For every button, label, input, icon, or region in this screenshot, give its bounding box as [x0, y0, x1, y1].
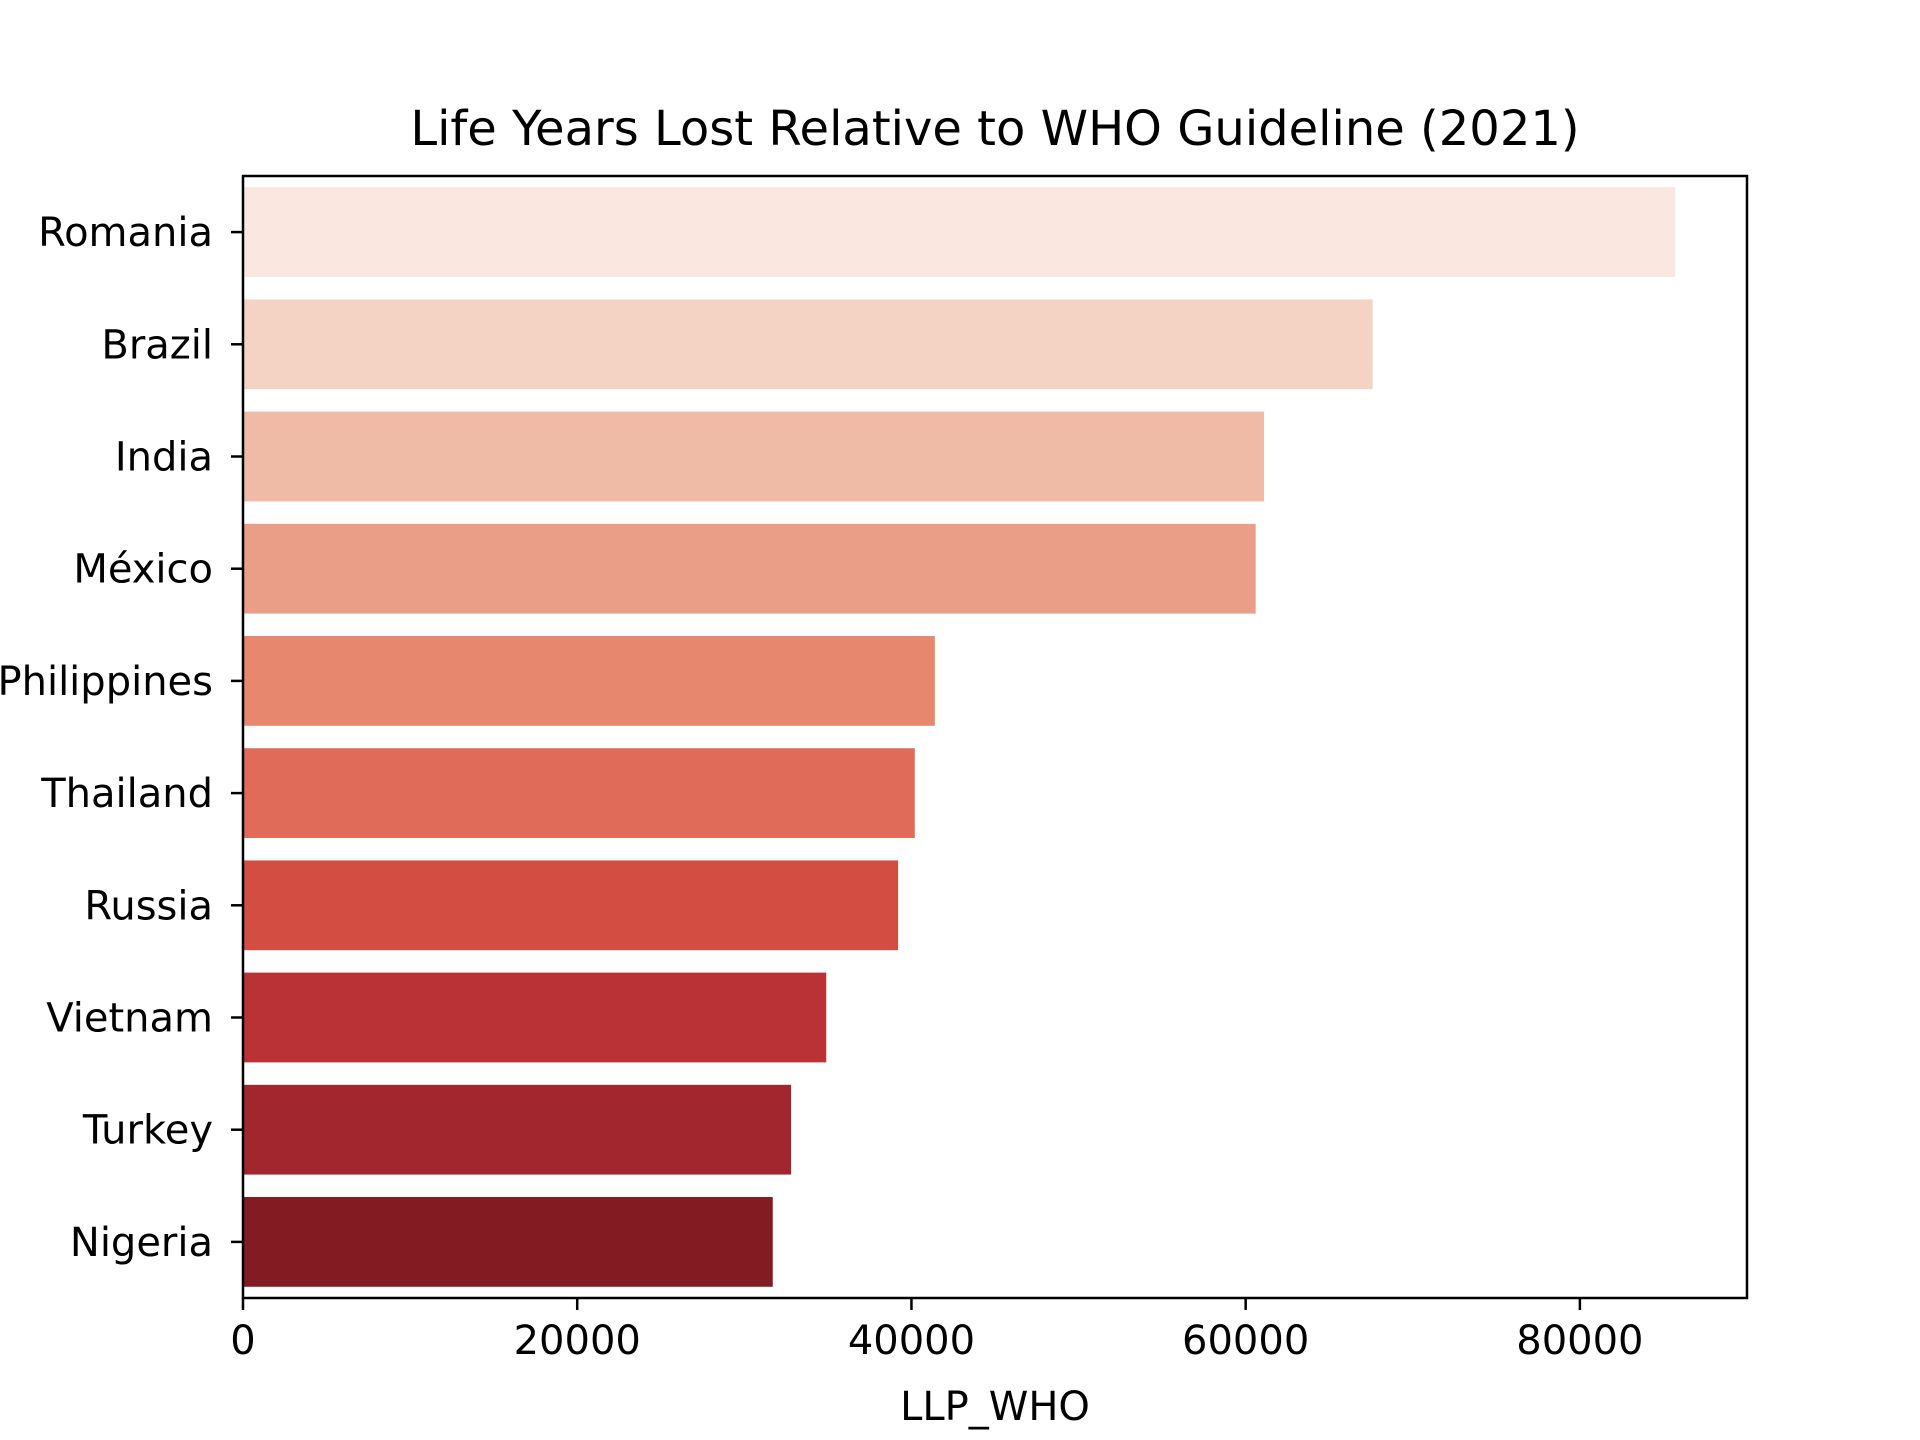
x-tick-label: 40000 — [848, 1318, 975, 1364]
x-tick-label: 80000 — [1516, 1318, 1643, 1364]
y-tick-label: México — [73, 547, 213, 593]
y-tick-label: Nigeria — [70, 1220, 213, 1266]
bar-india — [243, 411, 1265, 502]
bar-brazil — [243, 299, 1373, 390]
x-axis-ticks: 0 20000 40000 60000 80000 — [230, 1298, 1644, 1364]
y-axis-ticks: Romania Brazil India México Philippines Thail… — [0, 210, 243, 1266]
x-tick-label: 60000 — [1182, 1318, 1309, 1364]
bar-vietnam — [243, 972, 827, 1063]
bar-romania — [243, 187, 1676, 277]
y-tick-label: Russia — [84, 883, 213, 929]
bars-group — [243, 187, 1676, 1287]
y-tick-label: Romania — [38, 210, 213, 256]
plot-frame — [241, 174, 1749, 1300]
x-tick-label: 20000 — [514, 1318, 641, 1364]
y-tick-label: Turkey — [82, 1108, 213, 1154]
y-tick-label: Thailand — [40, 771, 213, 817]
x-axis-label: LLP_WHO — [900, 1384, 1090, 1430]
y-tick-label: Philippines — [0, 659, 213, 705]
bar-m-xico — [243, 523, 1256, 614]
bar-turkey — [243, 1084, 792, 1175]
chart-title: Life Years Lost Relative to WHO Guidelin… — [410, 101, 1579, 157]
y-tick-label: Vietnam — [46, 996, 213, 1042]
y-tick-label: India — [115, 435, 213, 481]
bar-philippines — [243, 636, 935, 726]
bar-thailand — [243, 748, 915, 838]
bar-nigeria — [243, 1197, 773, 1287]
x-tick-label: 0 — [230, 1318, 255, 1364]
bar-russia — [243, 860, 899, 951]
y-tick-label: Brazil — [101, 322, 213, 368]
